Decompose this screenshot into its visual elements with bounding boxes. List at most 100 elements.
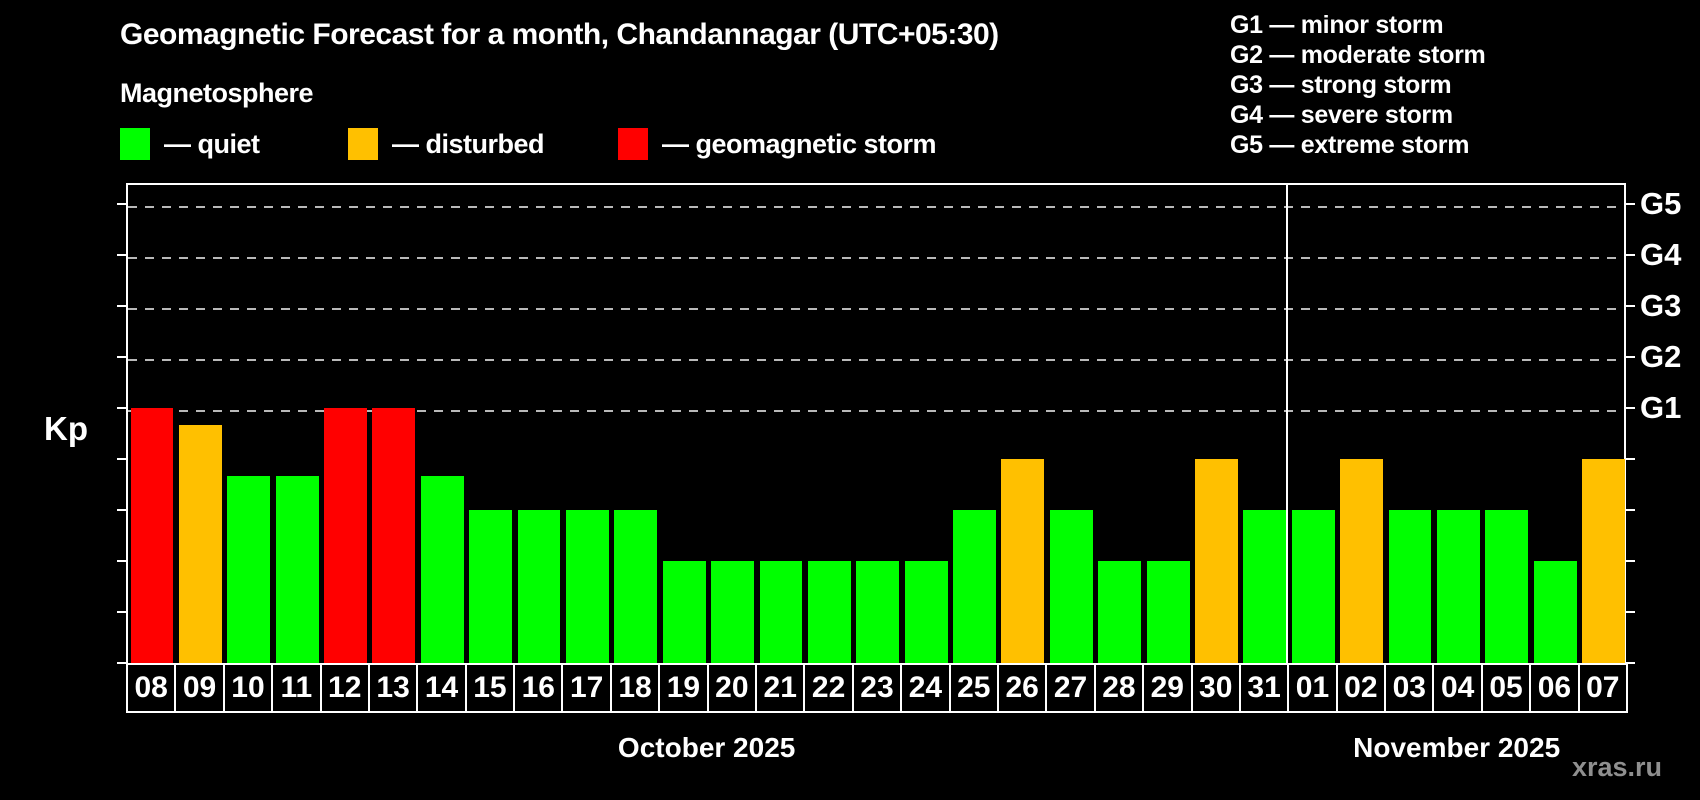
x-tick-day-25: 25	[948, 663, 999, 713]
x-tick-day-27: 27	[1045, 663, 1096, 713]
storm-color-swatch	[618, 128, 648, 160]
kp-bar-day-24	[904, 561, 948, 663]
kp-bar-day-22	[807, 561, 851, 663]
x-tick-day-10: 10	[222, 663, 274, 713]
kp-bar-day-20	[711, 561, 755, 663]
gridline-kp-7	[128, 308, 1624, 310]
right-axis-label-g3: G3	[1640, 288, 1682, 323]
kp-bar-day-21	[759, 561, 803, 663]
x-tick-day-11: 11	[271, 663, 322, 713]
legend-label-disturbed: — disturbed	[392, 128, 545, 159]
x-tick-day-23: 23	[851, 663, 903, 713]
kp-bar-day-02	[1340, 459, 1384, 663]
kp-bar-day-06	[1533, 561, 1577, 663]
legend-item-quiet: — quiet	[120, 128, 260, 160]
x-tick-day-30: 30	[1190, 663, 1241, 713]
x-tick-day-13: 13	[367, 663, 419, 713]
kp-bar-day-10	[227, 475, 271, 663]
kp-bar-day-25	[953, 510, 996, 663]
kp-bar-day-12	[324, 408, 367, 663]
kp-bar-day-31	[1243, 510, 1287, 663]
legend-item-disturbed: — disturbed	[348, 128, 545, 160]
gridline-kp-6	[128, 359, 1624, 361]
kp-bar-day-01	[1291, 510, 1335, 663]
left-tick-kp-3	[117, 509, 126, 511]
left-tick-kp-2	[117, 560, 126, 562]
gridline-kp-5	[128, 410, 1624, 412]
kp-bar-day-16	[517, 510, 561, 663]
chart-subtitle: Magnetosphere	[120, 78, 314, 108]
kp-bar-day-03	[1388, 510, 1432, 663]
left-tick-kp-6	[117, 356, 126, 358]
x-tick-day-22: 22	[803, 663, 854, 713]
x-tick-day-01: 01	[1287, 663, 1338, 713]
kp-bar-day-09	[178, 424, 222, 663]
left-tick-kp-0	[117, 662, 126, 664]
y-axis-title-kp: Kp	[44, 410, 88, 447]
right-tick-kp-8	[1626, 254, 1635, 256]
x-tick-day-06: 06	[1529, 663, 1580, 713]
kp-bar-day-18	[614, 510, 658, 663]
right-axis-label-g2: G2	[1640, 339, 1682, 374]
x-tick-day-04: 04	[1432, 663, 1483, 713]
gridline-kp-9	[128, 206, 1624, 208]
left-tick-kp-1	[117, 611, 126, 613]
x-tick-day-31: 31	[1238, 663, 1290, 713]
g-legend-line-g4: G4 — severe storm	[1230, 101, 1453, 129]
kp-bar-day-15	[469, 510, 513, 663]
x-tick-day-18: 18	[609, 663, 661, 713]
g-legend-line-g3: G3 — strong storm	[1230, 71, 1452, 99]
kp-bar-day-29	[1146, 561, 1190, 663]
kp-bar-day-23	[856, 561, 900, 663]
x-tick-day-20: 20	[706, 663, 758, 713]
x-tick-day-02: 02	[1335, 663, 1387, 713]
g-legend-line-g1: G1 — minor storm	[1230, 11, 1444, 39]
kp-bar-day-19	[662, 561, 706, 663]
right-tick-kp-1	[1626, 611, 1635, 613]
right-tick-kp-9	[1626, 203, 1635, 205]
left-tick-kp-8	[117, 254, 126, 256]
kp-bar-day-07	[1582, 459, 1625, 663]
kp-bar-day-17	[565, 510, 609, 663]
x-tick-day-17: 17	[561, 663, 612, 713]
x-tick-day-03: 03	[1384, 663, 1435, 713]
x-tick-day-05: 05	[1480, 663, 1532, 713]
right-tick-kp-2	[1626, 560, 1635, 562]
right-axis-label-g5: G5	[1640, 186, 1682, 221]
right-axis-label-g1: G1	[1640, 390, 1682, 425]
left-tick-kp-7	[117, 305, 126, 307]
g-legend-line-g5: G5 — extreme storm	[1230, 131, 1470, 159]
kp-bar-day-30	[1195, 459, 1238, 663]
kp-bar-day-04	[1436, 510, 1480, 663]
x-tick-day-28: 28	[1093, 663, 1145, 713]
x-tick-day-26: 26	[996, 663, 1048, 713]
x-tick-day-19: 19	[658, 663, 709, 713]
right-axis-label-g4: G4	[1640, 237, 1682, 272]
x-tick-day-08: 08	[126, 663, 177, 713]
right-tick-kp-0	[1626, 662, 1635, 664]
x-tick-day-16: 16	[513, 663, 564, 713]
g-legend-line-g2: G2 — moderate storm	[1230, 41, 1486, 69]
right-tick-kp-7	[1626, 305, 1635, 307]
legend-item-storm: — geomagnetic storm	[618, 128, 937, 160]
kp-bar-day-13	[372, 408, 416, 663]
x-tick-day-21: 21	[755, 663, 806, 713]
x-tick-day-24: 24	[900, 663, 951, 713]
g-scale-legend: G1 — minor storm G2 — moderate storm G3 …	[1230, 10, 1486, 160]
month-divider-line	[1286, 183, 1289, 663]
kp-bar-day-27	[1049, 510, 1093, 663]
right-tick-kp-3	[1626, 509, 1635, 511]
kp-bar-day-05	[1485, 510, 1529, 663]
kp-bar-day-26	[1001, 459, 1045, 663]
x-tick-day-29: 29	[1142, 663, 1193, 713]
x-tick-day-09: 09	[174, 663, 225, 713]
gridline-kp-8	[128, 257, 1624, 259]
legend-label-storm: — geomagnetic storm	[662, 128, 937, 159]
x-tick-day-14: 14	[416, 663, 467, 713]
disturbed-color-swatch	[348, 128, 378, 160]
legend-label-quiet: — quiet	[164, 128, 260, 159]
left-tick-kp-5	[117, 407, 126, 409]
left-tick-kp-4	[117, 458, 126, 460]
quiet-color-swatch	[120, 128, 150, 160]
